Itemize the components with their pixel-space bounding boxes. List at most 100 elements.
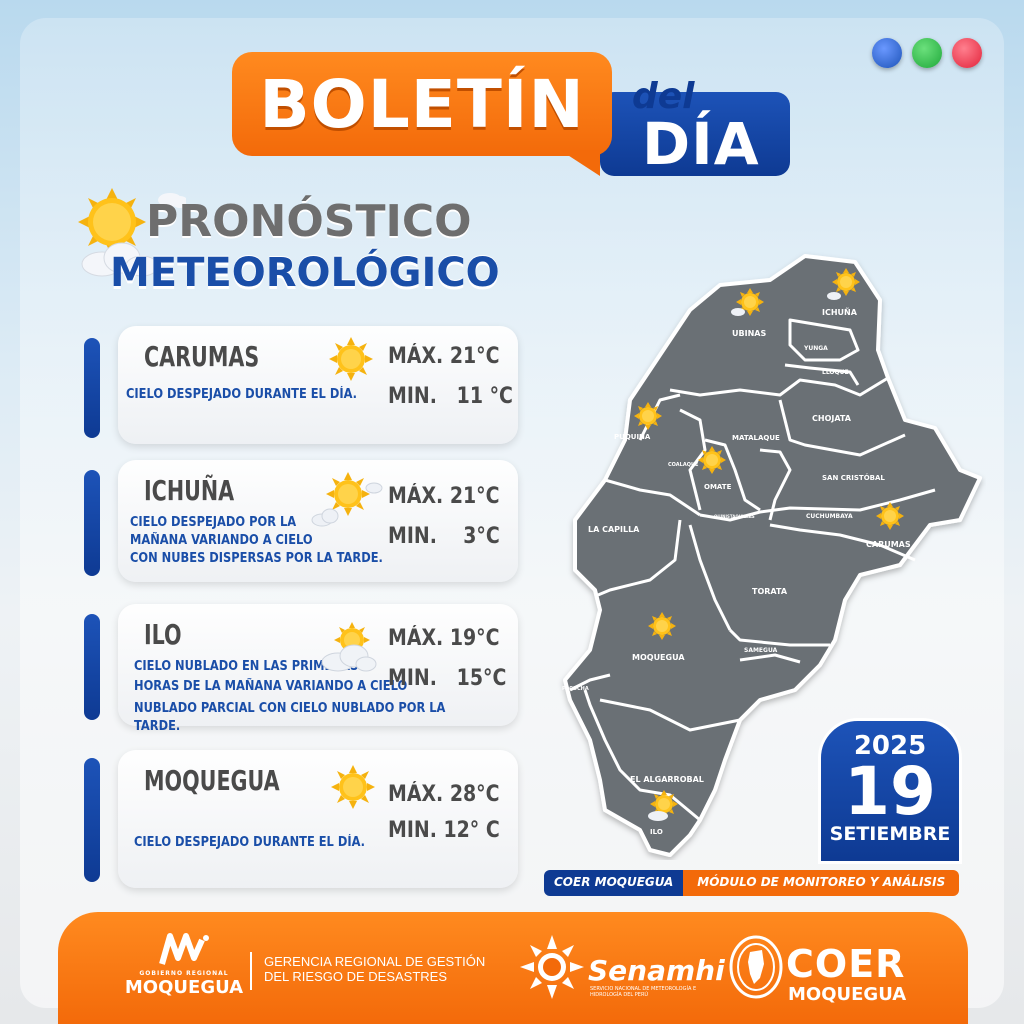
senamhi-subtitle: SERVICIO NACIONAL DE METEOROLOGÍA E HIDR…	[590, 986, 697, 998]
senamhi-logo: Senamhi SERVICIO NACIONAL DE METEOROLOGÍ…	[520, 934, 725, 1004]
region-outline	[563, 254, 982, 857]
card-location-name: ICHUÑA	[144, 474, 235, 507]
cloud-sun-icon	[321, 622, 377, 672]
card-max-temp: MÁX. 19°C	[388, 626, 500, 651]
map-label: SAN CRISTÓBAL	[822, 473, 885, 482]
card-description-line: NUBLADO PARCIAL CON CIELO NUBLADO POR LA…	[134, 701, 446, 734]
coer-module-strip: COER MOQUEGUA MÓDULO DE MONITOREO Y ANÁL…	[544, 870, 960, 896]
map-sun-icon	[648, 612, 676, 640]
map-label: MATALAQUE	[732, 434, 780, 442]
boundary-line	[604, 478, 701, 517]
senamhi-sun-icon	[520, 935, 584, 999]
footer-bar: GOBIERNO REGIONAL MOQUEGUA GERENCIA REGI…	[58, 912, 968, 1024]
title-del: del	[632, 76, 695, 117]
map-label: MOQUEGUA	[632, 653, 685, 662]
forecast-heading-line1: PRONÓSTICO	[146, 196, 472, 247]
boundary-line	[784, 363, 860, 386]
color-dots	[872, 38, 982, 68]
map-cloud-icon	[648, 811, 668, 821]
card-accent-bar	[84, 614, 100, 720]
title-tail	[560, 150, 600, 176]
map-cloud-icon	[827, 292, 841, 300]
card-accent-bar	[84, 470, 100, 576]
map-sun-icon	[832, 268, 860, 296]
card-min-temp: MIN. 3°C	[388, 524, 500, 549]
boundary-line	[788, 318, 860, 362]
card-accent-bar	[84, 338, 100, 438]
card-max-temp: MÁX. 28°C	[388, 782, 500, 807]
card-min-temp: MIN. 11 °C	[388, 384, 513, 409]
card-location-name: ILO	[144, 618, 182, 651]
map-label: CUCHUMBAYA	[806, 513, 853, 520]
title-main: BOLETÍN	[259, 65, 585, 143]
moquegua-region-map: UBINAS ICHUÑA YUNGA LLOQUE CHOJATA MATAL…	[562, 254, 982, 857]
gobierno-label: GOBIERNO REGIONAL	[139, 970, 229, 977]
blue-dot	[872, 38, 902, 68]
boundary-line	[669, 376, 889, 397]
card-accent-bar	[84, 758, 100, 882]
card-min-temp: MIN. 12° C	[388, 818, 500, 843]
footer-divider	[250, 952, 252, 990]
coer-strip-right: MÓDULO DE MONITOREO Y ANÁLISIS	[683, 870, 960, 896]
red-dot	[952, 38, 982, 68]
map-label: QUINISTAQUILLAS	[714, 514, 755, 519]
map-label: OMATE	[704, 483, 732, 491]
date-badge: 2025 19 SETIEMBRE	[818, 718, 962, 864]
boundary-line	[599, 698, 741, 732]
boundary-line	[759, 448, 792, 521]
senamhi-name: Senamhi	[588, 954, 725, 987]
coer-name: COER	[786, 942, 906, 986]
map-label: PACOCHA	[562, 686, 589, 692]
card-description-line: CIELO DESPEJADO POR LA	[130, 515, 297, 530]
forecast-card-carumas: CARUMAS CIELO DESPEJADO DURANTE EL DÍA. …	[118, 326, 518, 444]
sun-cloud-icon	[311, 472, 383, 527]
green-dot	[912, 38, 942, 68]
boundary-line	[688, 524, 732, 631]
gerencia-line1: GERENCIA REGIONAL DE GESTIÓN	[264, 954, 486, 969]
map-sun-icon	[876, 502, 904, 530]
card-description-line: CIELO NUBLADO EN LAS PRIMERAS	[134, 659, 359, 674]
map-label: LA CAPILLA	[588, 525, 640, 534]
map-label: CHOJATA	[812, 414, 852, 423]
card-description: CIELO DESPEJADO DURANTE EL DÍA.	[126, 387, 357, 402]
card-description-line: MAÑANA VARIANDO A CIELO	[130, 533, 313, 548]
card-description-line: CON NUBES DISPERSAS POR LA TARDE.	[130, 551, 383, 566]
title-dia: DÍA	[642, 110, 760, 178]
map-label: TORATA	[752, 587, 788, 596]
boundary-line	[597, 519, 682, 597]
map-label: EL ALGARROBAL	[630, 775, 704, 784]
forecast-card-ichuna: ICHUÑA CIELO DESPEJADO POR LA MAÑANA VAR…	[118, 460, 518, 582]
boundary-line	[679, 408, 707, 511]
date-month: SETIEMBRE	[829, 823, 951, 845]
boundary-line	[739, 653, 801, 664]
forecast-heading-line2: METEOROLÓGICO	[110, 250, 500, 296]
title-blue-box	[600, 92, 790, 176]
map-label: YUNGA	[803, 345, 828, 352]
card-description-line: HORAS DE LA MAÑANA VARIANDO A CIELO	[134, 679, 408, 694]
card-description: CIELO DESPEJADO DURANTE EL DÍA.	[134, 835, 365, 850]
map-label: UBINAS	[732, 329, 766, 338]
title-banner: BOLETÍN	[232, 52, 612, 156]
boundary-line	[728, 628, 830, 647]
map-label: PUQUINA	[614, 433, 651, 441]
card-min-temp: MIN. 15°C	[388, 666, 507, 691]
card-location-name: CARUMAS	[144, 340, 260, 373]
boundary-line	[778, 399, 906, 457]
boundary-line	[704, 438, 761, 512]
map-label: ICHUÑA	[822, 307, 858, 317]
sun-icon	[331, 765, 375, 809]
card-max-temp: MÁX. 21°C	[388, 484, 500, 509]
date-year: 2025	[853, 731, 927, 761]
coer-logo: COER MOQUEGUA	[728, 934, 906, 1005]
map-label: SAMEGUA	[744, 647, 778, 654]
map-sun-icon	[698, 446, 726, 474]
card-location-name: MOQUEGUA	[144, 764, 280, 797]
map-label: COALAQUE	[668, 462, 699, 468]
date-day: 19	[844, 753, 936, 830]
card-max-temp: MÁX. 21°C	[388, 344, 500, 369]
gerencia-line2: DEL RIESGO DE DESASTRES	[264, 969, 448, 984]
map-sun-icon	[634, 402, 662, 430]
coer-seal-icon	[729, 935, 783, 999]
gobierno-regional-logo: GOBIERNO REGIONAL MOQUEGUA	[124, 932, 244, 998]
sun-cloud-icon	[78, 188, 186, 277]
